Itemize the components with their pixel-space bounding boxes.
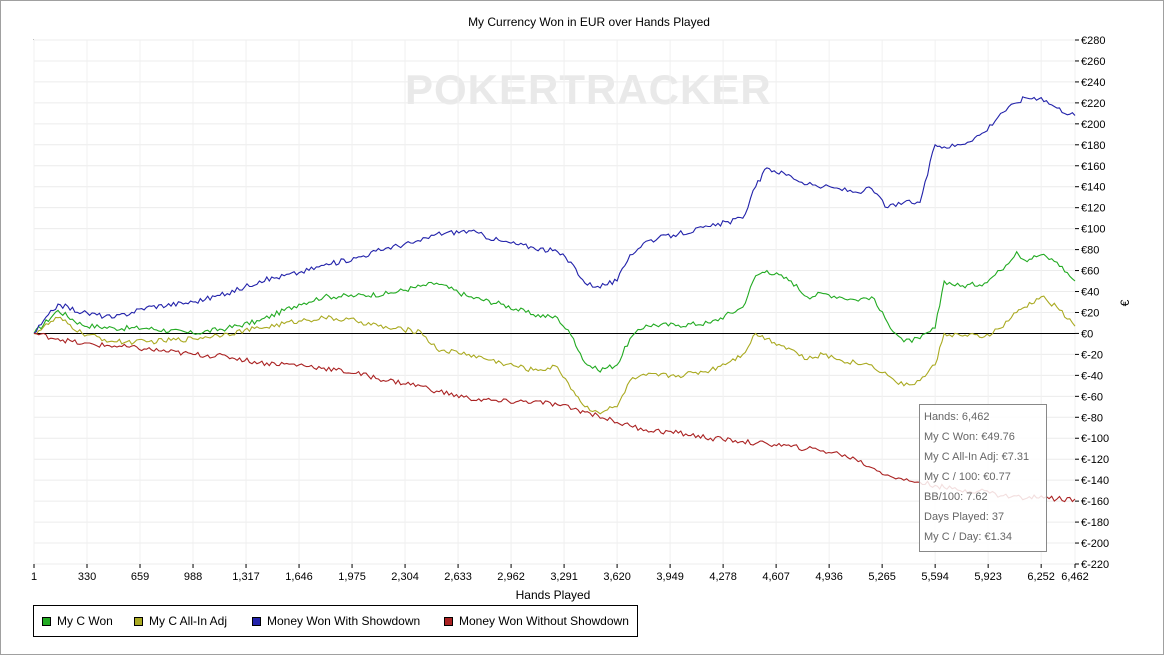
y-tick-label: €60 — [1081, 266, 1099, 278]
tooltip-bb-100: BB/100: 7.62 — [924, 491, 988, 503]
stats-tooltip: Hands: 6,462 My C Won: €49.76 My C All-I… — [919, 404, 1047, 552]
x-tick-label: 3,620 — [603, 571, 631, 583]
x-tick-label: 4,278 — [709, 571, 737, 583]
watermark-logo: POKERTRACKER — [405, 66, 772, 113]
tooltip-hands: Hands: 6,462 — [924, 411, 990, 423]
x-tick-label: 1,975 — [338, 571, 366, 583]
y-tick-label: €-60 — [1081, 391, 1103, 403]
tooltip-days-played: Days Played: 37 — [924, 511, 1005, 523]
tooltip-per-100: My C / 100: €0.77 — [924, 471, 1011, 483]
x-tick-label: 4,607 — [762, 571, 790, 583]
series-line — [33, 332, 1076, 503]
y-tick-label: €220 — [1081, 98, 1105, 110]
y-tick-label: €-200 — [1081, 538, 1109, 550]
series-line — [33, 96, 1076, 334]
x-tick-label: 330 — [78, 571, 96, 583]
y-tick-label: €80 — [1081, 245, 1099, 257]
y-tick-label: €160 — [1081, 161, 1105, 173]
y-tick-label: €240 — [1081, 77, 1105, 89]
x-tick-label: 2,633 — [444, 571, 472, 583]
x-tick-label: 988 — [184, 571, 202, 583]
legend-swatch — [42, 616, 51, 626]
chart-title: My Currency Won in EUR over Hands Played — [468, 15, 710, 29]
grid-lines — [33, 39, 1076, 565]
x-tick-label: 1,646 — [285, 571, 313, 583]
legend-item-my-c-won[interactable]: My C Won — [42, 614, 113, 628]
tooltip-per-day: My C / Day: €1.34 — [924, 531, 1013, 543]
x-tick-label: 659 — [131, 571, 149, 583]
legend-label: Money Won With Showdown — [267, 614, 421, 628]
legend-item-without-showdown[interactable]: Money Won Without Showdown — [444, 614, 629, 628]
series-line — [33, 250, 1076, 373]
y-tick-label: €-80 — [1081, 412, 1103, 424]
x-tick-label: 5,265 — [868, 571, 896, 583]
legend-item-with-showdown[interactable]: Money Won With Showdown — [252, 614, 420, 628]
y-tick-label: €100 — [1081, 224, 1105, 236]
series-lines — [33, 96, 1076, 503]
x-tick-label: 2,962 — [497, 571, 525, 583]
y-tick-label: €-180 — [1081, 517, 1109, 529]
x-axis-ticks: 1 330 659 988 1,317 1,646 1,975 2,304 2,633 2,962… — [31, 564, 1089, 583]
legend-label: My C Won — [57, 614, 113, 628]
legend-swatch — [444, 616, 453, 626]
legend-item-all-in-adj[interactable]: My C All-In Adj — [134, 614, 227, 628]
x-tick-label: 5,594 — [921, 571, 949, 583]
y-tick-label: €-20 — [1081, 349, 1103, 361]
x-tick-label: 2,304 — [391, 571, 419, 583]
watermark-text: POKERTRACKER — [405, 66, 772, 113]
x-tick-label: 4,936 — [815, 571, 843, 583]
x-tick-label: 1 — [31, 571, 37, 583]
x-tick-label: 3,949 — [656, 571, 684, 583]
y-tick-label: €120 — [1081, 203, 1105, 215]
y-tick-label: €280 — [1081, 35, 1105, 47]
x-tick-label: 6,462 — [1061, 571, 1089, 583]
y-tick-label: €-160 — [1081, 496, 1109, 508]
y-tick-label: €200 — [1081, 119, 1105, 131]
series-line — [33, 295, 1076, 415]
y-tick-label: €260 — [1081, 56, 1105, 68]
chart-legend: My C Won My C All-In Adj Money Won With … — [33, 605, 638, 637]
tooltip-allin-adj: My C All-In Adj: €7.31 — [924, 451, 1030, 463]
y-tick-label: €20 — [1081, 307, 1099, 319]
legend-swatch — [134, 616, 143, 626]
tooltip-won: My C Won: €49.76 — [924, 431, 1015, 443]
x-tick-label: 1,317 — [232, 571, 260, 583]
x-tick-label: 6,252 — [1027, 571, 1055, 583]
y-tick-label: €-40 — [1081, 370, 1103, 382]
y-axis-ticks: €280 €260 €240 €220 €200 €180 €160 €140 €120 €100… — [1075, 35, 1109, 571]
y-tick-label: €140 — [1081, 182, 1105, 194]
y-tick-label: €-140 — [1081, 475, 1109, 487]
y-tick-label: €-120 — [1081, 454, 1109, 466]
y-tick-label: €180 — [1081, 140, 1105, 152]
y-tick-label: €40 — [1081, 287, 1099, 299]
y-tick-label: €-100 — [1081, 433, 1109, 445]
x-tick-label: 3,291 — [550, 571, 578, 583]
x-axis-label: Hands Played — [516, 588, 591, 602]
x-tick-label: 5,923 — [974, 571, 1002, 583]
y-axis-label: € — [1118, 299, 1132, 306]
y-tick-label: €0 — [1081, 328, 1093, 340]
legend-swatch — [252, 616, 261, 626]
legend-label: My C All-In Adj — [149, 614, 228, 628]
legend-label: Money Won Without Showdown — [459, 614, 629, 628]
y-tick-label: €-220 — [1081, 559, 1109, 571]
